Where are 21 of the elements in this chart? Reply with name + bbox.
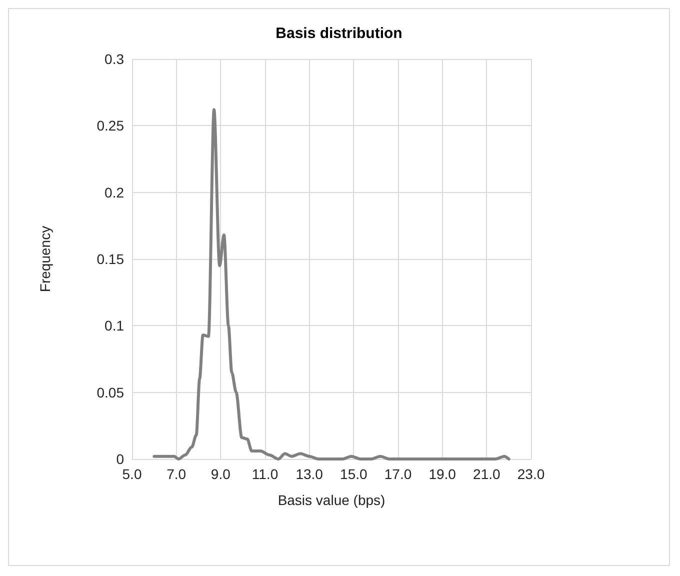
y-tick-label: 0.05 xyxy=(96,384,124,400)
x-tick-label: 7.0 xyxy=(166,466,186,482)
x-tick-label: 11.0 xyxy=(252,466,278,482)
y-tick-label: 0.1 xyxy=(104,318,124,334)
x-tick-label: 23.0 xyxy=(517,466,545,482)
y-tick-label: 0.15 xyxy=(96,251,124,267)
x-tick-label: 13.0 xyxy=(296,466,324,482)
x-tick-label: 17.0 xyxy=(384,466,412,482)
y-axis-title: Frequency xyxy=(37,226,53,292)
chart-title: Basis distribution xyxy=(276,25,402,42)
x-tick-label: 9.0 xyxy=(210,466,231,482)
y-tick-label: 0.3 xyxy=(104,51,124,67)
x-axis-title: Basis value (bps) xyxy=(278,492,386,508)
line-series xyxy=(152,108,510,460)
x-tick-label: 19.0 xyxy=(428,466,456,482)
y-tick-label: 0 xyxy=(116,451,124,467)
x-tick-label: 21.0 xyxy=(473,466,501,482)
y-tick-label: 0.2 xyxy=(104,184,124,200)
y-tick-label: 0.25 xyxy=(96,118,124,134)
x-tick-label: 5.0 xyxy=(122,466,142,482)
x-tick-label: 15.0 xyxy=(340,466,368,482)
